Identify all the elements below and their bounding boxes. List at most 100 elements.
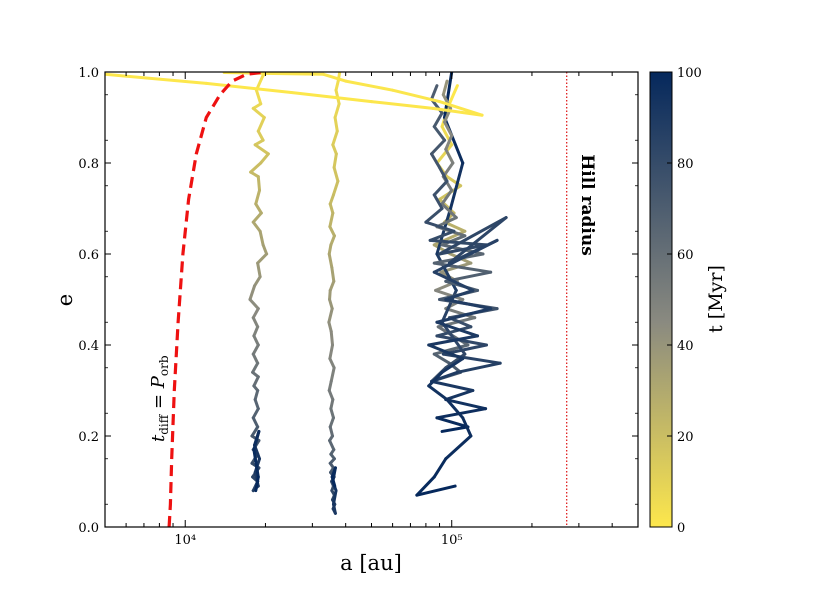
trajectory-segment	[334, 79, 340, 92]
trajectory-segment	[438, 166, 449, 183]
trajectory-segment	[440, 425, 470, 433]
trajectory-segment	[444, 134, 454, 151]
trajectory-segment	[435, 320, 480, 338]
trajectory-segment	[251, 307, 260, 320]
trajectory-segment	[432, 125, 447, 142]
trajectory-segment	[327, 389, 335, 402]
trajectory-segment	[253, 275, 262, 288]
trajectory-segment	[432, 352, 451, 365]
trajectory-segment	[256, 129, 265, 142]
trajectory-segment	[445, 398, 465, 420]
trajectory-segment	[328, 425, 335, 438]
trajectory-segment	[256, 252, 269, 265]
trajectory-segment	[261, 243, 269, 256]
trajectory-segment	[449, 161, 465, 210]
trajectory-segment	[329, 234, 336, 247]
trajectory-segment	[438, 100, 484, 117]
diffusion-label: tdiff = Porb	[148, 355, 171, 442]
trajectory-segment	[256, 175, 262, 192]
trajectory-segment	[259, 152, 270, 165]
trajectory-segment	[415, 484, 457, 497]
trajectory-segment	[447, 216, 508, 265]
trajectory-0	[248, 72, 270, 493]
trajectory-segment	[251, 343, 260, 356]
trajectory-segment	[328, 298, 334, 311]
trajectory-segment	[328, 193, 335, 206]
trajectory-segment	[251, 220, 262, 233]
trajectory-segment	[428, 229, 456, 242]
trajectory-segment	[424, 220, 456, 233]
trajectory-segment	[328, 343, 335, 361]
trajectory-segment	[251, 361, 260, 374]
trajectory-segment	[252, 448, 260, 479]
trajectory-segment	[424, 207, 444, 224]
trajectory-segment	[444, 398, 488, 411]
trajectory-segment	[435, 216, 458, 229]
diffusion-label-sub: diff	[157, 413, 171, 435]
trajectory-segment	[105, 72, 208, 85]
trajectory-segment	[370, 100, 435, 110]
trajectory-segment	[330, 266, 336, 283]
trajectory-segment	[329, 407, 335, 420]
trajectory-segment	[434, 288, 465, 301]
trajectory-segment	[253, 143, 270, 156]
trajectory-segment	[440, 357, 465, 374]
trajectory-segment	[430, 84, 439, 101]
trajectory-segment	[327, 243, 333, 256]
trajectory-segment	[251, 211, 263, 224]
trajectory-segment	[251, 407, 260, 420]
trajectory-segment	[444, 307, 477, 320]
trajectory-segment	[443, 220, 467, 233]
colorbar-tick-label: 100	[677, 66, 702, 81]
trajectory-segment	[391, 88, 442, 104]
diffusion-label-psub: orb	[157, 355, 171, 376]
trajectory-segment	[329, 398, 335, 411]
trajectory-segment	[252, 375, 260, 388]
trajectory-segment	[327, 320, 333, 333]
trajectory-segment	[435, 307, 493, 324]
colorbar-tick-label: 20	[677, 430, 694, 445]
trajectory-segment	[432, 261, 493, 274]
trajectory-segment	[435, 207, 453, 256]
trajectory-segment	[432, 270, 475, 292]
trajectory-segment	[252, 429, 261, 452]
trajectory-segment	[256, 116, 266, 133]
trajectory-segment	[331, 129, 339, 147]
trajectory-segment	[251, 106, 266, 119]
x-axis-label: a [au]	[340, 551, 402, 575]
tick-layer: 0.0 0.2 0.4 0.6 0.8 1.0 10⁴ 10⁵	[78, 66, 639, 548]
trajectory-segment	[444, 298, 493, 311]
y-axis-label: e	[53, 294, 77, 306]
trajectory-segment	[248, 284, 257, 301]
trajectory-segment	[430, 138, 447, 156]
diffusion-label-t: t	[148, 434, 169, 442]
trajectory-segment	[333, 116, 339, 133]
trajectory-segment	[331, 143, 338, 156]
y-tick-label: 0.6	[78, 248, 99, 263]
trajectory-segment	[327, 307, 334, 324]
trajectory-segment	[253, 389, 260, 402]
trajectory-segment	[440, 188, 454, 206]
trajectory-segment	[251, 316, 260, 329]
trajectory-segment	[329, 329, 335, 347]
trajectory-segment	[331, 179, 340, 197]
hill-radius-label: Hill radius	[577, 154, 597, 256]
trajectory-segment	[328, 416, 335, 429]
trajectory-segment	[254, 188, 262, 206]
trajectory-segment	[254, 202, 263, 215]
x-tick-label: 10⁴	[174, 533, 196, 548]
trajectory-segment	[444, 389, 475, 402]
trajectory-segment	[263, 72, 325, 76]
trajectory-segment	[427, 384, 449, 402]
trajectory-segment	[256, 261, 262, 279]
trajectory-segment	[328, 357, 336, 370]
colorbar-tick-label: 60	[677, 248, 694, 263]
trajectory-segment	[432, 193, 444, 210]
y-tick-label: 0.0	[78, 521, 99, 536]
trajectory-segment	[438, 243, 488, 256]
trajectory-segment	[250, 425, 260, 438]
colorbar-tick-label: 80	[677, 157, 694, 172]
trajectory-segment	[440, 234, 467, 247]
trajectory-segment	[332, 152, 338, 170]
